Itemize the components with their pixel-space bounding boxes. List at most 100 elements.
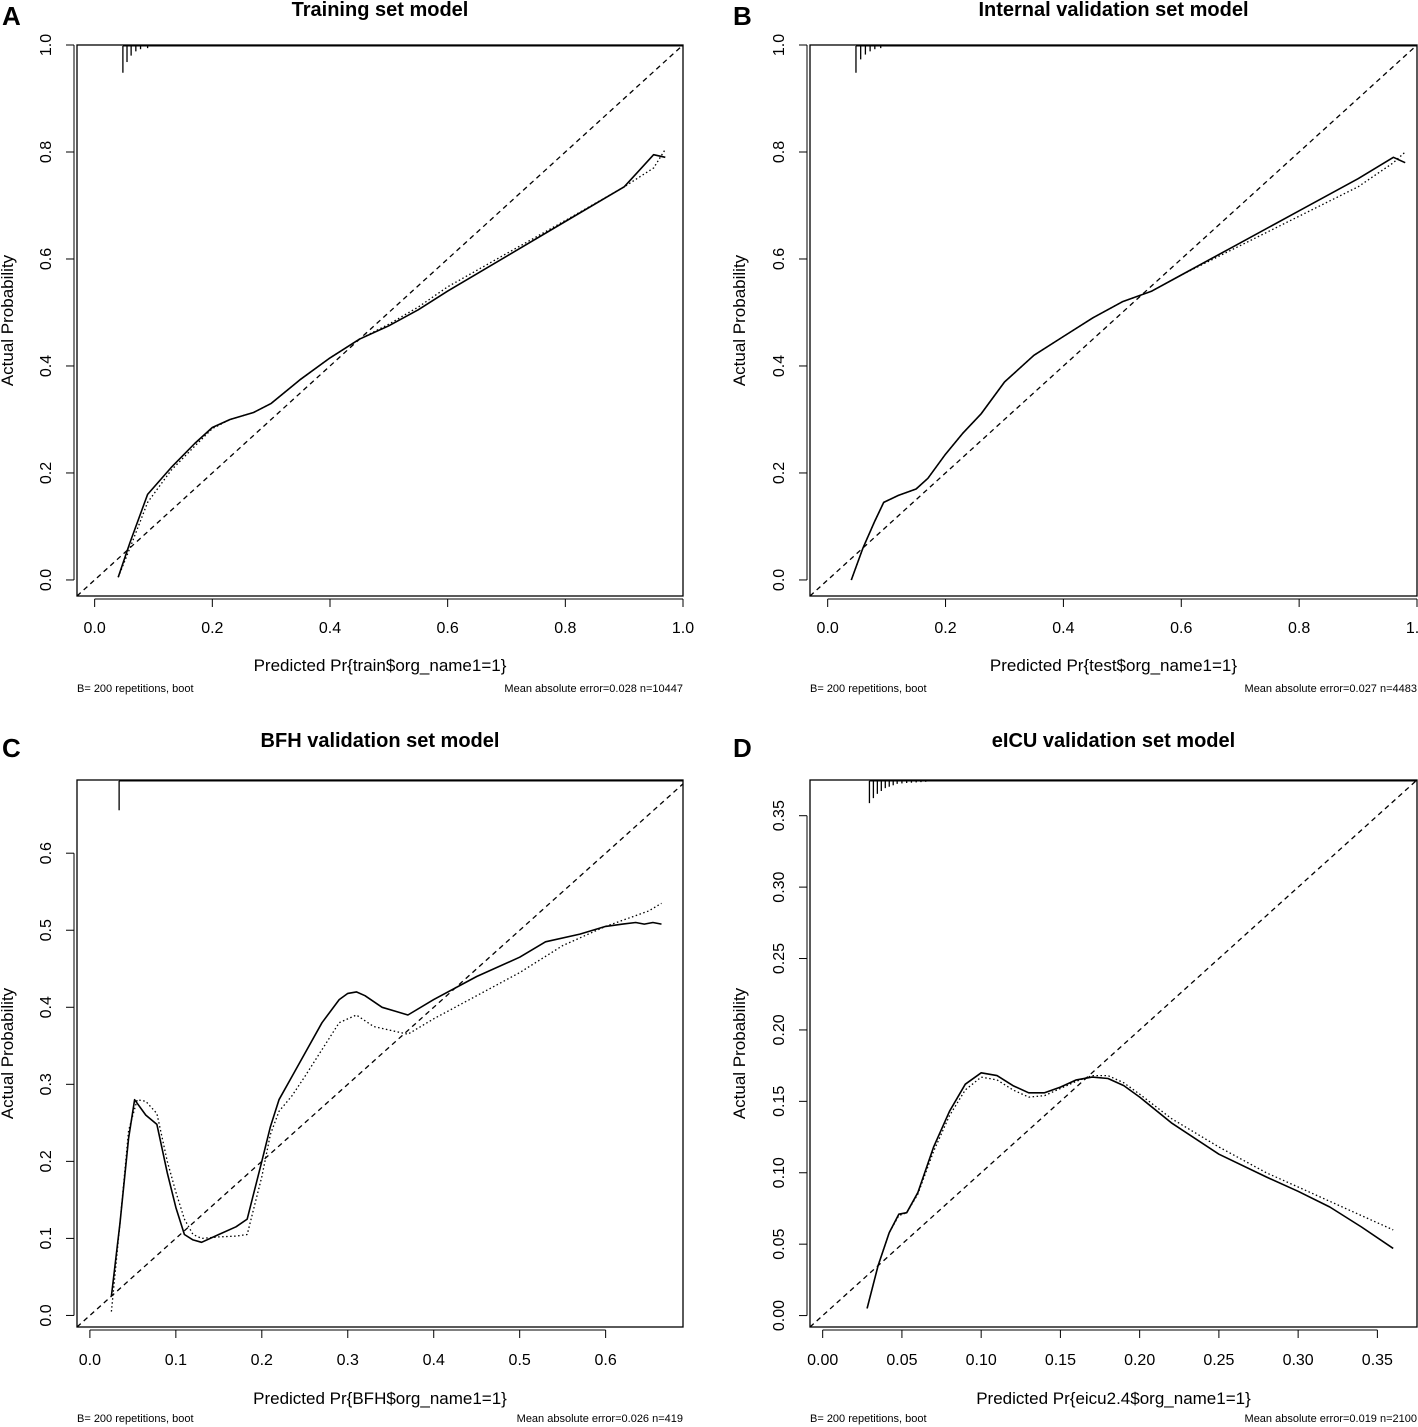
footnote-left: B= 200 repetitions, boot	[77, 1413, 194, 1425]
plot-area	[77, 780, 683, 1327]
calibration-panel-c: C BFH validation set model Predicted Pr{BF…	[0, 730, 684, 1425]
x-axis: 0.00 0.05 0.10 0.15 0.20 0.25 0.30 0.35	[807, 1329, 1393, 1369]
x-tick-label: 0.4	[319, 620, 341, 637]
y-tick-label: 0.25	[771, 943, 788, 974]
prediction-rug	[118, 780, 683, 811]
y-axis: 0.0 0.2 0.4 0.6 0.8 1.0	[771, 34, 808, 591]
x-tick-label: 0.25	[1203, 1352, 1234, 1369]
x-tick-label: 0.1	[165, 1352, 187, 1369]
x-tick-label: 0.3	[337, 1352, 359, 1369]
y-tick-label: 0.2	[771, 462, 788, 484]
y-tick-label: 0.8	[38, 141, 55, 163]
panel-letter: D	[733, 733, 752, 763]
y-axis: 0.0 0.2 0.4 0.6 0.8 1.0	[38, 34, 75, 591]
y-tick-label: 0.35	[771, 800, 788, 831]
y-tick-label: 0.30	[771, 871, 788, 902]
panel-letter: C	[2, 733, 21, 763]
chart-title: Internal validation set model	[978, 0, 1248, 21]
x-tick-label: 0.30	[1283, 1352, 1314, 1369]
y-axis: 0.00 0.05 0.10 0.15 0.20 0.25 0.30 0.35	[771, 800, 808, 1331]
y-tick-label: 0.4	[38, 355, 55, 377]
footnote-right: Mean absolute error=0.027 n=4483	[1245, 683, 1417, 695]
y-axis-label: Actual Probability	[730, 254, 749, 386]
footnote-left: B= 200 repetitions, boot	[77, 683, 194, 695]
x-tick-label: 0.20	[1124, 1352, 1155, 1369]
calibration-panel-a: A Training set model Predicted Pr{train$or…	[0, 0, 694, 695]
y-tick-label: 0.0	[38, 569, 55, 591]
footnote-right: Mean absolute error=0.026 n=419	[517, 1413, 683, 1425]
prediction-rug	[122, 45, 683, 73]
x-axis: 0.0 0.2 0.4 0.6 0.8 1.0	[84, 598, 694, 637]
plot-frame	[76, 44, 684, 597]
x-tick-label: 0.35	[1362, 1352, 1393, 1369]
footnote-right: Mean absolute error=0.019 n=2100	[1245, 1413, 1417, 1425]
x-tick-label: 0.2	[251, 1352, 273, 1369]
y-tick-label: 0.0	[38, 1304, 55, 1326]
x-tick-label: 0.2	[201, 620, 223, 637]
ideal-line	[810, 780, 1417, 1327]
chart-title: eICU validation set model	[992, 730, 1235, 752]
y-tick-label: 0.0	[771, 569, 788, 591]
apparent-line	[866, 1074, 1394, 1309]
x-axis-label: Predicted Pr{train$org_name1=1}	[254, 656, 507, 675]
y-tick-label: 0.00	[771, 1300, 788, 1331]
y-axis: 0.0 0.1 0.2 0.3 0.4 0.5 0.6	[38, 842, 75, 1327]
apparent-line	[850, 151, 1406, 581]
apparent-line	[110, 902, 662, 1312]
x-tick-label: 0.0	[79, 1352, 101, 1369]
bias-corrected-line	[850, 156, 1406, 581]
prediction-rug	[868, 780, 1417, 804]
bias-corrected-line	[110, 921, 662, 1297]
x-axis-label: Predicted Pr{BFH$org_name1=1}	[253, 1389, 507, 1408]
y-tick-label: 0.4	[771, 355, 788, 377]
x-tick-label: 1.0	[1406, 620, 1418, 637]
x-tick-label: 0.8	[554, 620, 576, 637]
plot-frame	[809, 779, 1418, 1328]
x-tick-label: 0.0	[817, 620, 839, 637]
x-tick-label: 0.4	[1052, 620, 1074, 637]
x-axis-label: Predicted Pr{eicu2.4$org_name1=1}	[976, 1389, 1251, 1408]
footnote-left: B= 200 repetitions, boot	[810, 1413, 927, 1425]
chart-title: BFH validation set model	[261, 730, 500, 752]
calibration-panel-b: B Internal validation set model Predicted …	[730, 0, 1418, 695]
plot-area	[77, 45, 683, 596]
bias-corrected-line	[117, 153, 666, 578]
y-tick-label: 1.0	[38, 34, 55, 56]
x-axis: 0.0 0.1 0.2 0.3 0.4 0.5 0.6	[79, 1329, 617, 1369]
x-tick-label: 0.8	[1288, 620, 1310, 637]
y-axis-label: Actual Probability	[0, 254, 17, 386]
x-tick-label: 0.2	[934, 620, 956, 637]
y-tick-label: 1.0	[771, 34, 788, 56]
panel-letter: B	[733, 1, 752, 31]
panel-letter: A	[2, 1, 21, 31]
y-tick-label: 0.3	[38, 1073, 55, 1095]
y-tick-label: 0.4	[38, 996, 55, 1018]
y-tick-label: 0.20	[771, 1014, 788, 1045]
y-tick-label: 0.05	[771, 1228, 788, 1259]
footnote-left: B= 200 repetitions, boot	[810, 683, 927, 695]
x-tick-label: 0.05	[886, 1352, 917, 1369]
plot-area	[810, 780, 1417, 1327]
y-axis-label: Actual Probability	[0, 987, 17, 1119]
bias-corrected-line	[866, 1072, 1394, 1309]
y-tick-label: 0.5	[38, 919, 55, 941]
x-tick-label: 0.6	[595, 1352, 617, 1369]
ideal-line	[810, 45, 1417, 596]
y-tick-label: 0.6	[38, 248, 55, 270]
x-axis: 0.0 0.2 0.4 0.6 0.8 1.0	[817, 598, 1418, 637]
y-tick-label: 0.2	[38, 462, 55, 484]
x-tick-label: 0.4	[423, 1352, 445, 1369]
y-tick-label: 0.1	[38, 1227, 55, 1249]
plot-area	[810, 45, 1417, 596]
x-tick-label: 0.6	[437, 620, 459, 637]
y-tick-label: 0.6	[38, 842, 55, 864]
y-tick-label: 0.15	[771, 1086, 788, 1117]
prediction-rug	[855, 45, 1417, 73]
x-tick-label: 0.10	[966, 1352, 997, 1369]
y-tick-label: 0.10	[771, 1157, 788, 1188]
x-tick-label: 0.5	[509, 1352, 531, 1369]
x-tick-label: 0.00	[807, 1352, 838, 1369]
x-tick-label: 0.15	[1045, 1352, 1076, 1369]
